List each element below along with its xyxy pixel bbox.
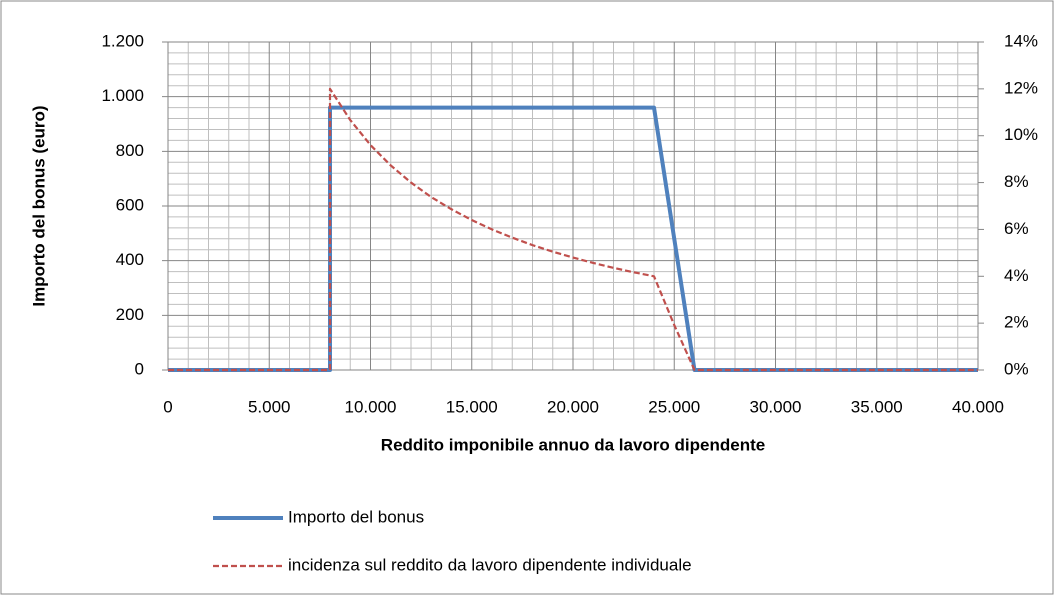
x-tick-label: 5.000 <box>248 397 291 416</box>
y-tick-label: 400 <box>116 250 144 269</box>
legend-label: incidenza sul reddito da lavoro dipenden… <box>288 555 692 574</box>
y2-tick-label: 4% <box>1004 266 1029 285</box>
x-tick-label: 0 <box>163 397 172 416</box>
x-tick-label: 25.000 <box>648 397 700 416</box>
y-tick-label: 0 <box>135 359 144 378</box>
y2-tick-label: 6% <box>1004 219 1029 238</box>
y2-tick-label: 2% <box>1004 313 1029 332</box>
x-tick-label: 10.000 <box>345 397 397 416</box>
x-tick-label: 20.000 <box>547 397 599 416</box>
y2-tick-label: 12% <box>1004 78 1038 97</box>
y-tick-label: 200 <box>116 305 144 324</box>
x-axis-title: Reddito imponibile annuo da lavoro dipen… <box>381 435 765 454</box>
x-tick-label: 40.000 <box>952 397 1004 416</box>
legend-label: Importo del bonus <box>288 507 424 526</box>
y-tick-label: 1.000 <box>101 86 144 105</box>
y-tick-label: 800 <box>116 141 144 160</box>
x-tick-label: 15.000 <box>446 397 498 416</box>
x-tick-label: 30.000 <box>750 397 802 416</box>
y-axis-title: Importo del bonus (euro) <box>29 105 48 306</box>
y-tick-label: 600 <box>116 195 144 214</box>
series-line <box>168 87 978 372</box>
y2-tick-label: 14% <box>1004 31 1038 50</box>
y2-tick-label: 8% <box>1004 172 1029 191</box>
y2-tick-label: 0% <box>1004 359 1029 378</box>
x-tick-label: 35.000 <box>851 397 903 416</box>
y2-tick-label: 10% <box>1004 125 1038 144</box>
y-tick-label: 1.200 <box>101 31 144 50</box>
